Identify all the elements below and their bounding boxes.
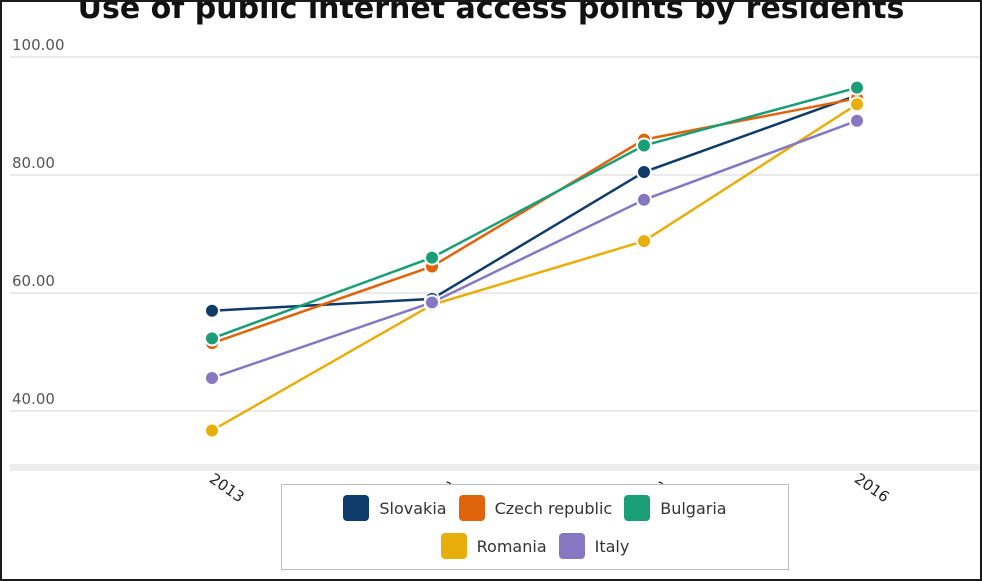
legend-label-slovakia: Slovakia xyxy=(379,498,447,518)
data-point-italy xyxy=(424,294,440,311)
series-line-italy xyxy=(211,119,858,380)
legend-item-italy[interactable]: Italy xyxy=(558,533,630,559)
legend-label-bulgaria: Bulgaria xyxy=(660,498,727,518)
legend-label-italy: Italy xyxy=(594,536,630,556)
legend-row-2: Romania Italy xyxy=(282,533,788,559)
legend-item-slovakia[interactable]: Slovakia xyxy=(343,495,447,521)
data-point-bulgaria xyxy=(424,249,440,266)
legend-swatch-bulgaria xyxy=(624,495,651,521)
data-point-bulgaria xyxy=(849,79,865,96)
chart-title: Use of public internet access points by … xyxy=(78,2,905,26)
data-point-bulgaria xyxy=(204,330,220,347)
legend-label-czech-republic: Czech republic xyxy=(494,498,613,518)
data-point-romania xyxy=(849,96,865,113)
legend-swatch-romania xyxy=(440,533,467,559)
legend-label-romania: Romania xyxy=(476,536,547,556)
data-point-bulgaria xyxy=(636,137,652,154)
legend-swatch-slovakia xyxy=(343,495,370,521)
data-point-italy xyxy=(636,191,652,208)
series-line-romania xyxy=(211,103,858,432)
data-point-slovakia xyxy=(636,164,652,181)
data-point-romania xyxy=(204,422,220,439)
y-tick-label: 60.00 xyxy=(12,272,55,290)
legend-item-bulgaria[interactable]: Bulgaria xyxy=(624,495,727,521)
x-tick-label: 2013 xyxy=(206,470,248,507)
data-point-italy xyxy=(849,112,865,129)
series-layer xyxy=(204,79,865,439)
data-point-romania xyxy=(636,233,652,250)
legend-item-romania[interactable]: Romania xyxy=(440,533,547,559)
y-tick-label: 80.00 xyxy=(12,154,55,172)
x-tick-label: 2016 xyxy=(851,470,893,507)
legend-row-1: Slovakia Czech republic Bulgaria xyxy=(282,495,788,521)
y-tick-label: 40.00 xyxy=(12,390,55,408)
series-line-czech-republic xyxy=(211,97,858,345)
data-point-italy xyxy=(204,369,220,386)
y-tick-label: 100.00 xyxy=(12,36,65,54)
data-point-slovakia xyxy=(204,302,220,319)
legend-swatch-italy xyxy=(558,533,585,559)
legend-swatch-czech-republic xyxy=(458,495,485,521)
grid-layer: 40.00 60.00 80.00 100.00 xyxy=(10,36,980,412)
legend-item-czech-republic[interactable]: Czech republic xyxy=(458,495,613,521)
legend: Slovakia Czech republic Bulgaria Romania… xyxy=(281,484,789,570)
series-line-bulgaria xyxy=(211,86,858,340)
x-axis-band xyxy=(10,464,980,471)
